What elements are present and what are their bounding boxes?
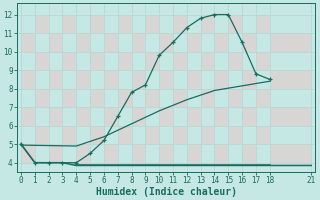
Bar bbox=[49, 33, 62, 52]
Bar bbox=[118, 52, 132, 70]
Bar bbox=[270, 70, 311, 89]
Bar bbox=[173, 52, 187, 70]
Bar bbox=[228, 126, 242, 144]
Bar bbox=[214, 107, 228, 126]
Bar bbox=[118, 89, 132, 107]
Bar bbox=[201, 126, 214, 144]
Bar bbox=[62, 89, 76, 107]
Bar bbox=[159, 70, 173, 89]
Bar bbox=[76, 33, 90, 52]
Bar bbox=[35, 126, 49, 144]
Bar bbox=[270, 107, 311, 126]
Bar bbox=[62, 126, 76, 144]
Bar bbox=[90, 89, 104, 107]
Bar bbox=[132, 70, 145, 89]
Bar bbox=[214, 70, 228, 89]
Bar bbox=[228, 89, 242, 107]
Bar bbox=[256, 89, 270, 107]
Bar bbox=[270, 33, 311, 52]
Bar bbox=[21, 33, 35, 52]
Bar bbox=[159, 107, 173, 126]
Bar bbox=[145, 52, 159, 70]
Bar bbox=[35, 52, 49, 70]
Bar bbox=[173, 126, 187, 144]
Bar bbox=[187, 107, 201, 126]
Bar bbox=[201, 15, 214, 33]
Bar bbox=[35, 15, 49, 33]
Bar bbox=[21, 144, 35, 163]
Bar bbox=[21, 70, 35, 89]
Bar bbox=[132, 107, 145, 126]
Bar bbox=[90, 126, 104, 144]
Bar bbox=[256, 15, 270, 33]
Bar bbox=[242, 70, 256, 89]
Bar bbox=[104, 107, 118, 126]
Bar bbox=[173, 89, 187, 107]
Bar bbox=[214, 33, 228, 52]
Bar bbox=[256, 126, 270, 144]
Bar bbox=[187, 33, 201, 52]
Bar bbox=[270, 144, 311, 163]
Bar bbox=[256, 52, 270, 70]
Bar bbox=[145, 89, 159, 107]
Bar bbox=[242, 107, 256, 126]
Bar bbox=[145, 126, 159, 144]
Bar bbox=[76, 70, 90, 89]
Bar bbox=[214, 144, 228, 163]
Bar bbox=[118, 15, 132, 33]
Bar bbox=[21, 107, 35, 126]
Bar bbox=[76, 144, 90, 163]
Bar bbox=[242, 33, 256, 52]
X-axis label: Humidex (Indice chaleur): Humidex (Indice chaleur) bbox=[96, 186, 236, 197]
Bar bbox=[187, 144, 201, 163]
Bar bbox=[104, 144, 118, 163]
Bar bbox=[173, 15, 187, 33]
Bar bbox=[118, 126, 132, 144]
Bar bbox=[104, 70, 118, 89]
Bar bbox=[104, 33, 118, 52]
Bar bbox=[76, 107, 90, 126]
Bar bbox=[35, 89, 49, 107]
Bar bbox=[145, 15, 159, 33]
Bar bbox=[159, 144, 173, 163]
Bar bbox=[49, 70, 62, 89]
Bar bbox=[242, 144, 256, 163]
Bar bbox=[49, 144, 62, 163]
Bar bbox=[49, 107, 62, 126]
Bar bbox=[187, 70, 201, 89]
Bar bbox=[132, 33, 145, 52]
Bar bbox=[132, 144, 145, 163]
Bar bbox=[201, 52, 214, 70]
Bar bbox=[62, 15, 76, 33]
Bar bbox=[90, 15, 104, 33]
Bar bbox=[228, 15, 242, 33]
Bar bbox=[228, 52, 242, 70]
Bar bbox=[62, 52, 76, 70]
Bar bbox=[90, 52, 104, 70]
Bar bbox=[201, 89, 214, 107]
Bar bbox=[159, 33, 173, 52]
